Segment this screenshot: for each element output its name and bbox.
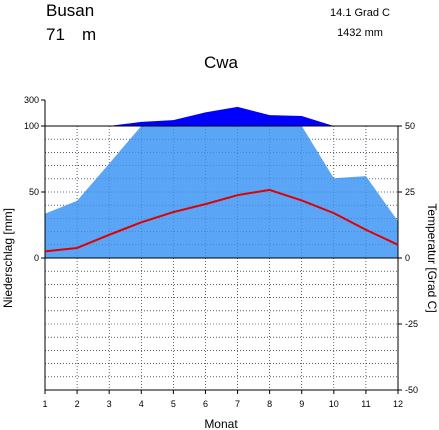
x-axis-title: Monat [204, 417, 238, 430]
station-name: Busan [46, 1, 94, 20]
x-tick-label: 6 [203, 399, 208, 409]
right-tick-label: -25 [405, 319, 418, 329]
left-axis-title: Niederschlag [mm] [1, 208, 15, 308]
x-tick-label: 9 [299, 399, 304, 409]
elevation-unit: m [82, 25, 96, 44]
x-tick-label: 11 [361, 399, 370, 409]
left-tick-label: 100 [24, 121, 39, 131]
x-tick-label: 5 [171, 399, 176, 409]
temperature-line-layer [44, 188, 399, 253]
x-tick-label: 7 [235, 399, 240, 409]
precipitation-area-layer [45, 106, 398, 258]
right-tick-label: 25 [405, 187, 415, 197]
right-tick-label: 50 [405, 121, 415, 131]
x-tick-label: 10 [329, 399, 339, 409]
temperature-line [44, 188, 399, 253]
annual-precipitation: 1432 mm [337, 27, 383, 39]
x-tick-label: 12 [393, 399, 403, 409]
x-tick-label: 2 [75, 399, 80, 409]
left-tick-label: 0 [34, 253, 39, 263]
x-tick-label: 1 [42, 399, 47, 409]
right-axis-title: Temperatur [Grad C] [425, 203, 439, 312]
x-tick-label: 4 [139, 399, 144, 409]
x-tick-label: 3 [107, 399, 112, 409]
climate-classification: Cwa [204, 53, 239, 72]
station-elevation: 71 [46, 25, 65, 44]
right-tick-label: 0 [405, 253, 410, 263]
annual-temperature: 14.1 Grad C [330, 7, 390, 19]
right-tick-label: -50 [405, 385, 418, 395]
precipitation-excess-area [45, 106, 398, 126]
left-tick-label: 300 [24, 95, 39, 105]
left-tick-label: 50 [29, 187, 39, 197]
x-tick-label: 8 [267, 399, 272, 409]
